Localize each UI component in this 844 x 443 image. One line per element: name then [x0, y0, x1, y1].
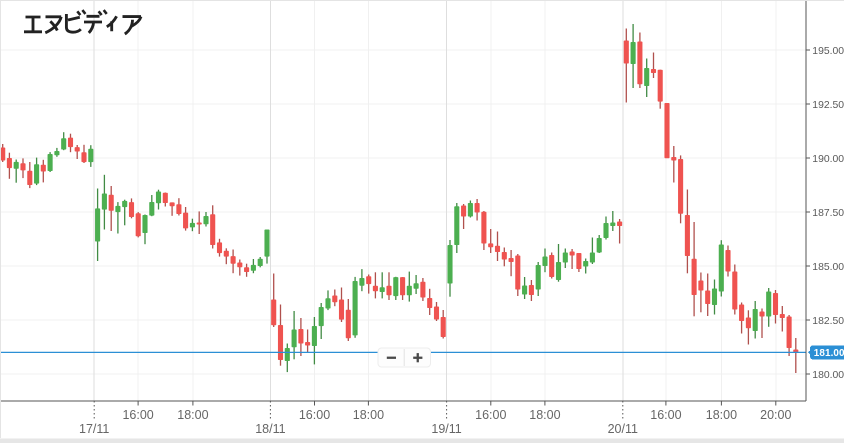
svg-text:182.50: 182.50: [812, 316, 844, 327]
svg-text:17/11: 17/11: [79, 422, 109, 436]
svg-text:190.00: 190.00: [812, 154, 844, 165]
svg-text:19/11: 19/11: [431, 422, 461, 436]
svg-text:195.00: 195.00: [812, 46, 844, 57]
svg-text:181.00: 181.00: [814, 348, 844, 359]
svg-text:18:00: 18:00: [529, 408, 560, 422]
svg-text:16:00: 16:00: [122, 408, 153, 422]
svg-text:16:00: 16:00: [650, 408, 681, 422]
svg-text:20/11: 20/11: [608, 422, 638, 436]
svg-text:16:00: 16:00: [475, 408, 506, 422]
svg-text:185.00: 185.00: [812, 262, 844, 273]
svg-text:192.50: 192.50: [812, 100, 844, 111]
svg-text:180.00: 180.00: [812, 370, 844, 381]
svg-text:18:00: 18:00: [353, 408, 384, 422]
svg-text:16:00: 16:00: [299, 408, 330, 422]
svg-text:20:00: 20:00: [760, 408, 791, 422]
svg-text:18/11: 18/11: [255, 422, 285, 436]
svg-text:187.50: 187.50: [812, 208, 844, 219]
svg-text:18:00: 18:00: [177, 408, 208, 422]
svg-text:18:00: 18:00: [706, 408, 737, 422]
